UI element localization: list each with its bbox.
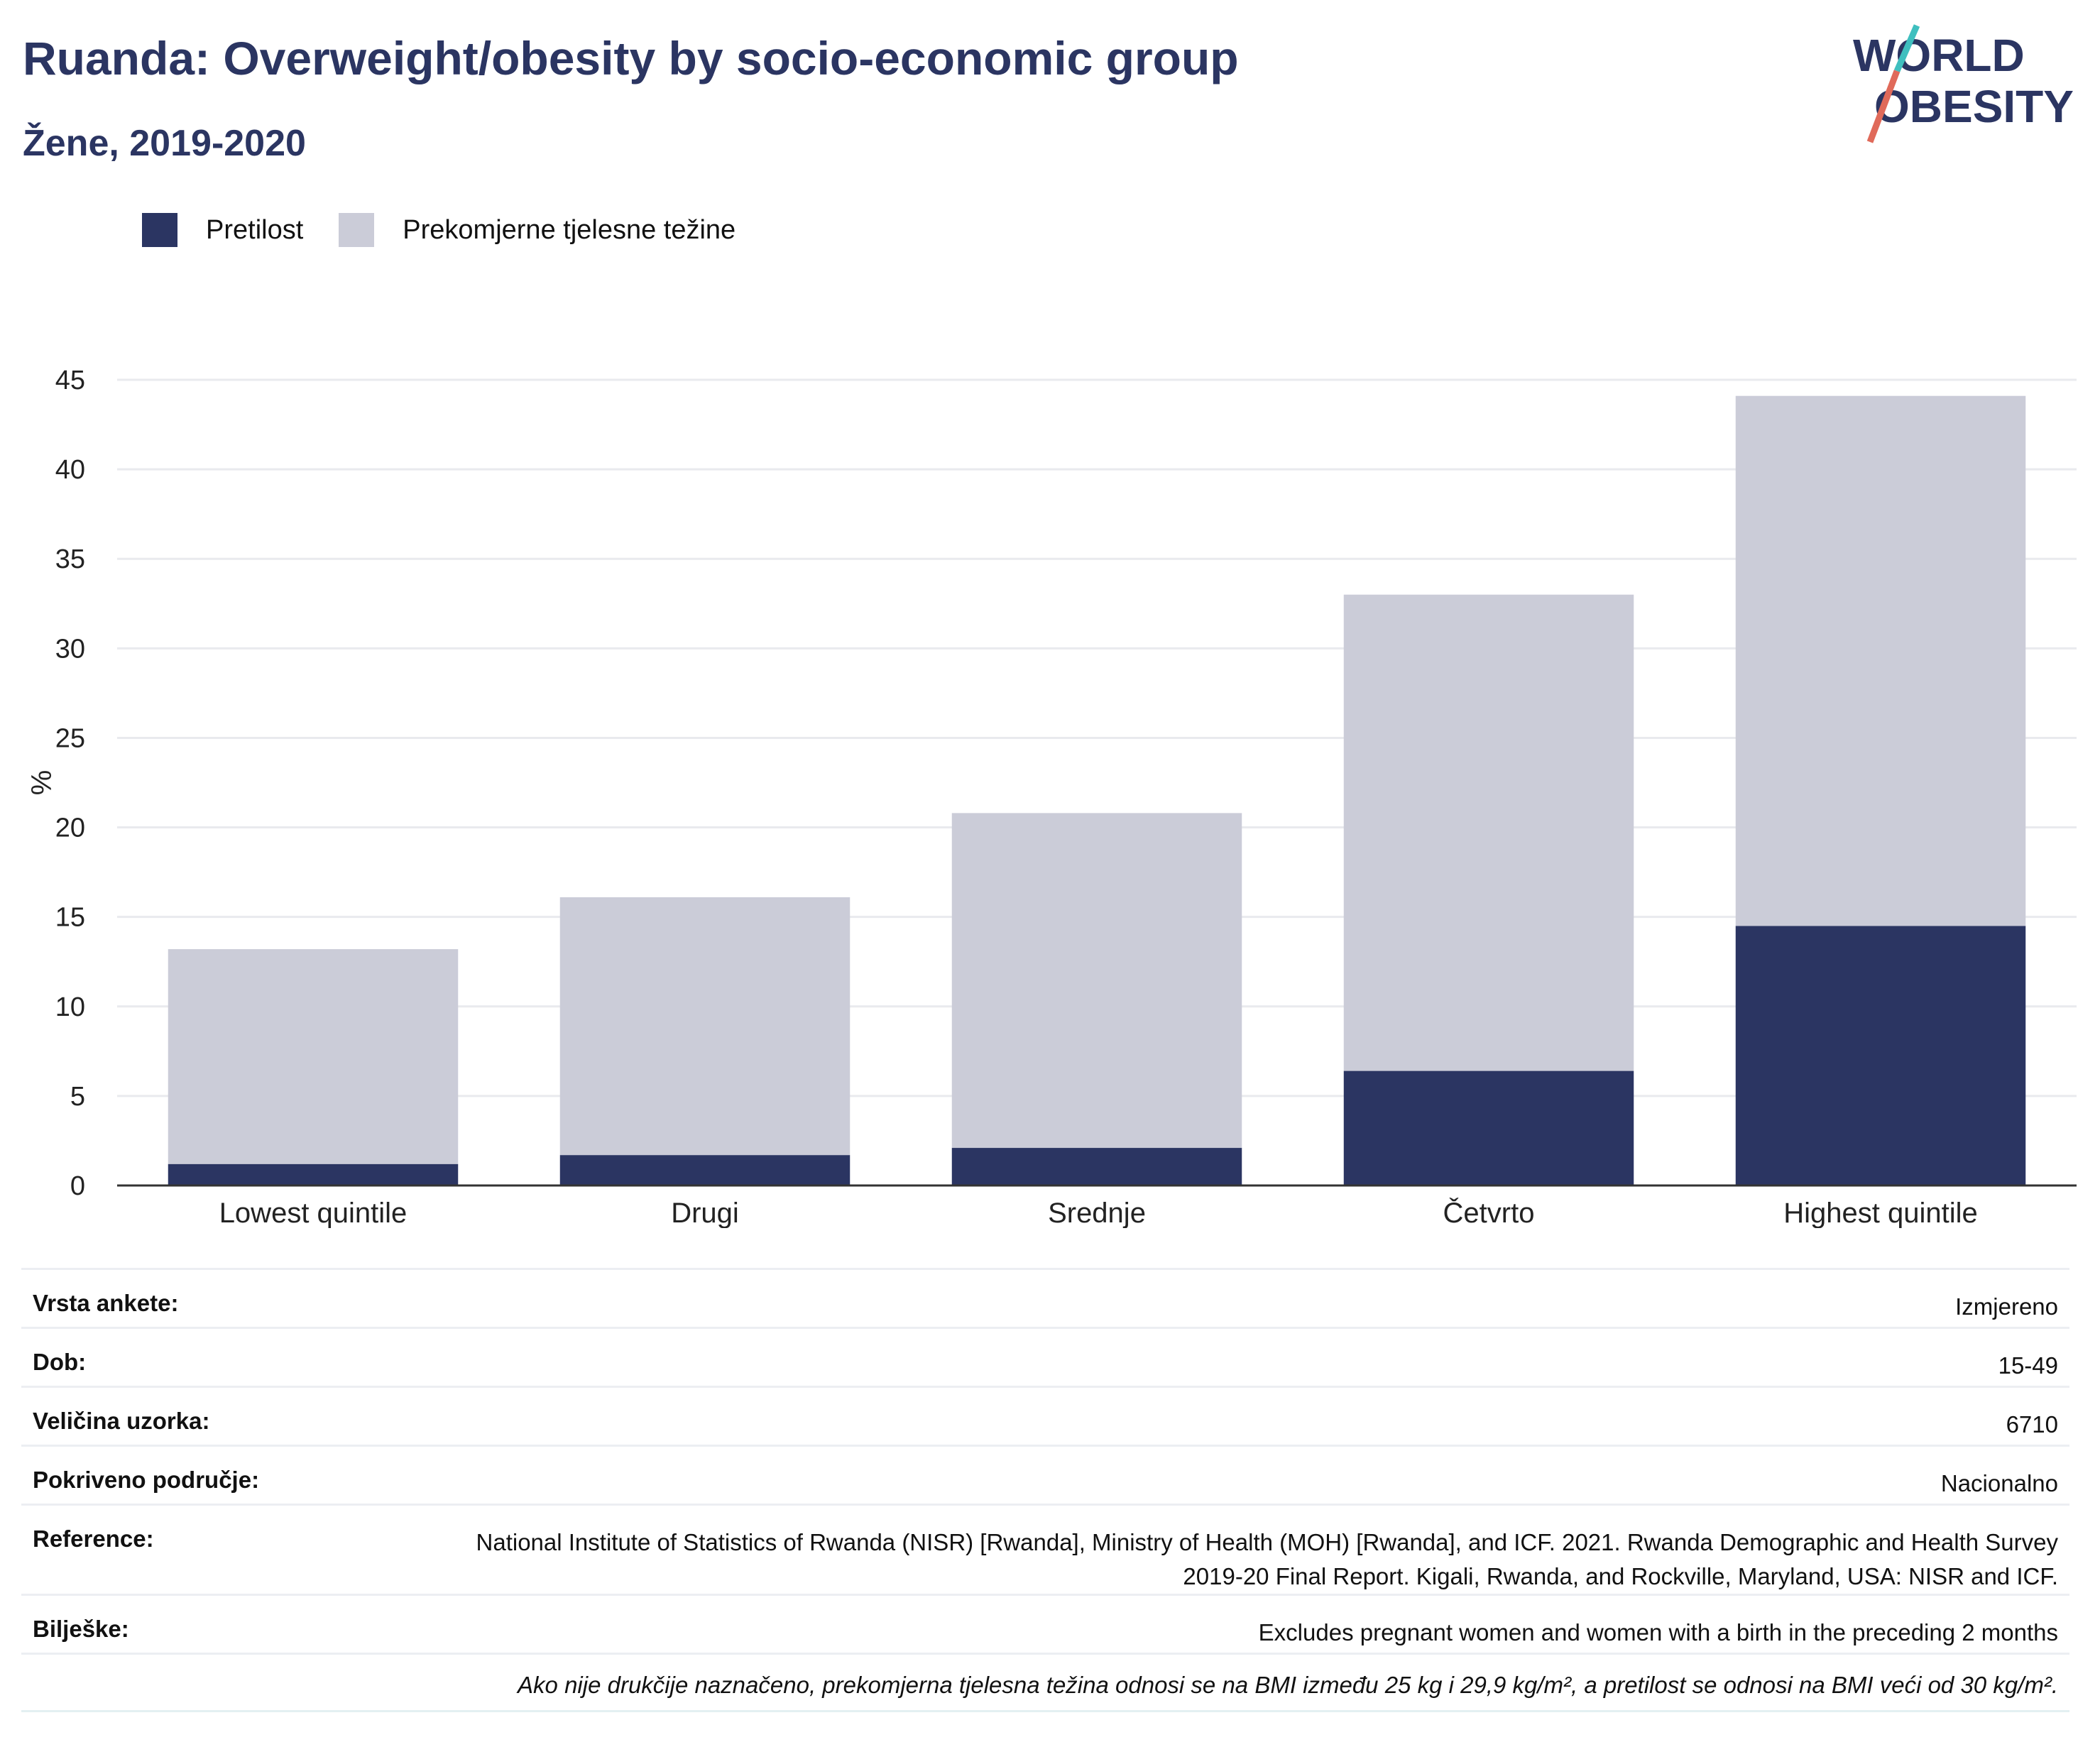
legend-swatch-overweight <box>339 213 375 247</box>
bar-layer <box>168 395 2026 1185</box>
x-tick-label: Srednje <box>1048 1198 1146 1228</box>
legend-label-obesity: Pretilost <box>206 214 304 245</box>
survey-info-label: Pokriveno područje: <box>33 1467 260 1493</box>
survey-info-label: Vrsta ankete: <box>33 1290 179 1316</box>
survey-info-value: Nacionalno <box>1940 1470 2058 1496</box>
y-axis-label: % <box>26 770 58 796</box>
survey-info-label: Dob: <box>33 1349 87 1375</box>
survey-info-row: Reference: National Institute of Statisti… <box>21 1504 2069 1594</box>
survey-info-row: Bilješke: Excludes pregnant women and wom… <box>21 1593 2069 1653</box>
survey-info-label: Bilješke: <box>33 1615 129 1642</box>
legend-swatch-obesity <box>142 213 177 247</box>
x-tick-label: Četvrto <box>1443 1197 1535 1228</box>
legend-label-overweight: Prekomjerne tjelesne težine <box>403 214 736 245</box>
stacked-bar-chart: 0 5 10 15 20 25 30 35 40 45% Lowest quintile Drugi S… <box>26 366 2077 1228</box>
y-tick-label: 40 <box>55 455 85 485</box>
survey-info-label: Veličina uzorka: <box>33 1408 210 1434</box>
x-tick-label: Highest quintile <box>1783 1198 1978 1228</box>
survey-info-value: 15-49 <box>1998 1352 2058 1379</box>
y-tick-label: 0 <box>70 1171 85 1201</box>
y-tick-label: 25 <box>55 723 85 753</box>
y-tick-label: 20 <box>55 814 85 843</box>
logo-line2: OBESITY <box>1874 81 2074 132</box>
survey-info-row: Vrsta ankete: Izmjereno <box>21 1268 2069 1327</box>
y-tick-label: 30 <box>55 634 85 664</box>
survey-info-value: 6710 <box>2006 1411 2058 1437</box>
bar-overweight <box>1735 395 2026 926</box>
chart-title: Ruanda: Overweight/obesity by socio-econ… <box>23 32 1239 84</box>
survey-info-value: Izmjereno <box>1955 1293 2058 1320</box>
bar-overweight <box>1343 594 1634 1071</box>
legend-item-overweight: Prekomjerne tjelesne težine <box>339 213 735 247</box>
y-tick-label: 10 <box>55 992 85 1022</box>
label-layer: 0 5 10 15 20 25 30 35 40 45% Lowest quintile Drugi S… <box>26 366 2077 1228</box>
footnote: Ako nije drukčije naznačeno, prekomjerna… <box>21 1652 2069 1712</box>
survey-info-row: Veličina uzorka: 6710 <box>21 1386 2069 1445</box>
survey-info-row: Dob: 15-49 <box>21 1327 2069 1386</box>
x-tick-label: Lowest quintile <box>219 1198 408 1228</box>
y-tick-label: 15 <box>55 903 85 933</box>
logo-line1: WORLD <box>1853 30 2025 81</box>
bar-obesity <box>559 1155 851 1185</box>
world-obesity-logo: WORLD OBESITY <box>1853 24 2074 143</box>
bar-overweight <box>951 813 1242 1149</box>
chart-legend: Pretilost Prekomjerne tjelesne težine <box>142 210 771 250</box>
bar-overweight <box>559 897 851 1156</box>
bar-overweight <box>168 949 459 1164</box>
y-tick-label: 45 <box>55 366 85 395</box>
survey-info-value: National Institute of Statistics of Rwan… <box>476 1529 2058 1589</box>
y-tick-label: 5 <box>70 1082 85 1112</box>
survey-info-table: Vrsta ankete: Izmjereno Dob: 15-49 Veličina … <box>21 1268 2069 1712</box>
survey-info-label: Reference: <box>33 1526 154 1552</box>
x-tick-label: Drugi <box>671 1198 739 1228</box>
survey-info-row: Pokriveno područje: Nacionalno <box>21 1445 2069 1504</box>
bar-obesity <box>1343 1070 1634 1185</box>
bar-obesity <box>1735 926 2026 1185</box>
logo-slash-red <box>1866 70 1901 143</box>
bar-obesity <box>951 1148 1242 1185</box>
chart-subtitle: Žene, 2019-2020 <box>23 123 306 164</box>
legend-item-obesity: Pretilost <box>142 213 303 247</box>
survey-info-rows: Vrsta ankete: Izmjereno Dob: 15-49 Veličina … <box>21 1268 2069 1653</box>
logo-slash-teal <box>1893 24 1920 72</box>
y-tick-label: 35 <box>55 544 85 574</box>
survey-info-value: Excludes pregnant women and women with a… <box>1258 1619 2058 1645</box>
bar-obesity <box>168 1163 459 1185</box>
